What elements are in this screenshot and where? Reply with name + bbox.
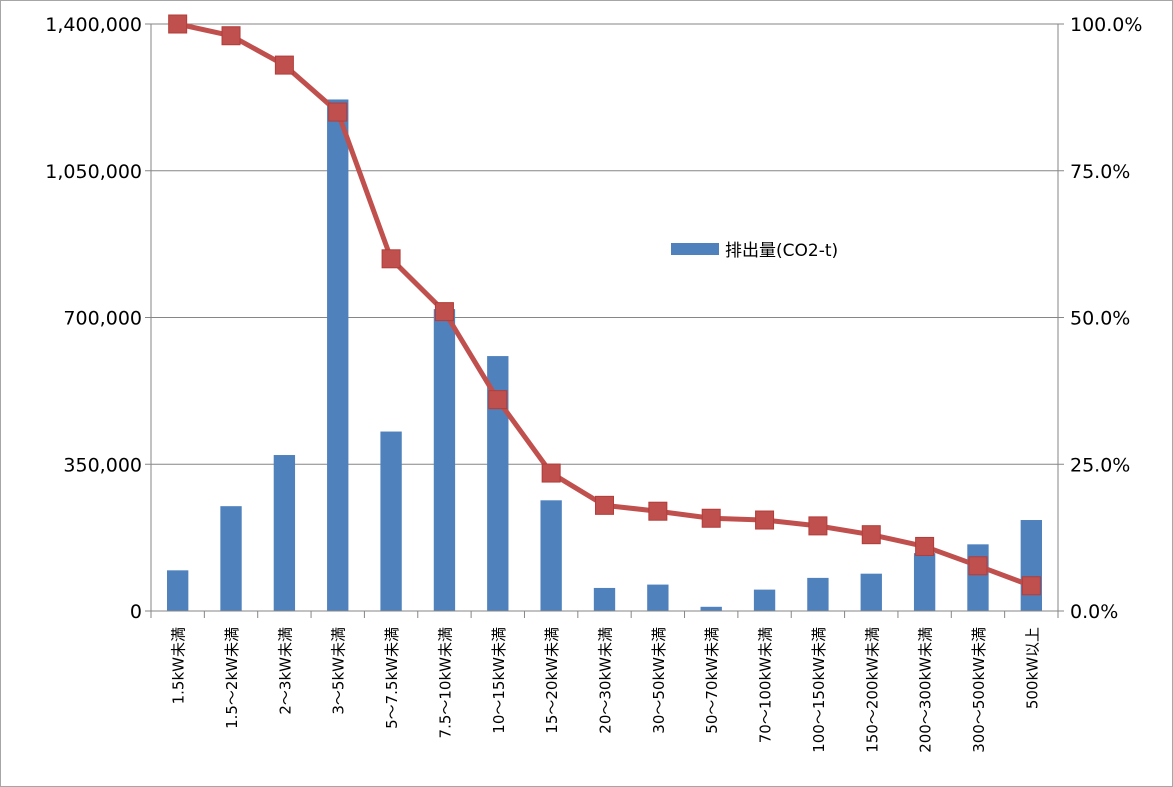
- x-tick-label: 70〜100kW未満: [757, 627, 775, 743]
- line-series: [168, 14, 1041, 596]
- x-tick-label: 300〜500kW未満: [970, 627, 988, 753]
- left-tick-label: 0: [130, 601, 142, 623]
- gridlines: [151, 23, 1058, 465]
- x-tick-label: 30〜50kW未満: [650, 627, 668, 734]
- bar: [167, 570, 189, 611]
- right-tick-label: 25.0%: [1070, 454, 1130, 476]
- bar: [540, 500, 562, 611]
- line-marker: [755, 510, 775, 530]
- line-marker: [861, 525, 881, 545]
- x-tick-label: 100〜150kW未満: [810, 627, 828, 753]
- line-marker: [701, 508, 721, 528]
- bar: [967, 544, 989, 611]
- legend: 排出量(CO2-t): [671, 241, 838, 261]
- line-marker: [488, 390, 508, 410]
- bar: [220, 506, 242, 611]
- line-marker: [1021, 576, 1041, 596]
- x-tick-label: 200〜300kW未満: [917, 627, 935, 753]
- bar: [647, 584, 669, 611]
- right-tick-label: 50.0%: [1070, 308, 1130, 330]
- bar: [1020, 520, 1042, 611]
- line-marker: [434, 302, 454, 322]
- x-tick-label: 7.5〜10kW未満: [436, 627, 454, 738]
- x-tick-label: 5〜7.5kW未満: [383, 627, 401, 729]
- bar: [807, 577, 829, 611]
- line-marker: [274, 55, 294, 75]
- left-tick-label: 700,000: [63, 308, 142, 330]
- bar: [273, 455, 296, 611]
- line-marker: [648, 501, 668, 521]
- x-tick-label: 20〜30kW未満: [597, 627, 615, 734]
- x-tick-label: 50〜70kW未満: [703, 627, 721, 734]
- bar: [860, 573, 882, 611]
- bar-series: [167, 99, 1042, 611]
- bar: [380, 431, 402, 611]
- bar: [593, 587, 616, 611]
- x-tick-label: 2〜3kW未満: [276, 627, 294, 715]
- bar: [753, 589, 776, 611]
- axes: 0 0.0% 350,000 25.0% 700,000 50.0% 1,050,000 75…: [45, 14, 1142, 753]
- x-tick-label: 10〜15kW未満: [490, 627, 508, 734]
- bar: [327, 99, 349, 611]
- x-tick-label: 150〜200kW未満: [863, 627, 881, 753]
- bar: [433, 309, 456, 611]
- x-tick-label: 500kW以上: [1023, 627, 1041, 709]
- line-marker: [221, 26, 241, 46]
- left-tick-label: 1,400,000: [45, 14, 142, 36]
- right-tick-label: 75.0%: [1070, 161, 1130, 183]
- left-tick-label: 350,000: [63, 454, 142, 476]
- bar: [913, 553, 936, 611]
- right-tick-label: 0.0%: [1070, 601, 1118, 623]
- x-tick-label: 1.5kW未満: [170, 627, 188, 704]
- line-marker: [168, 14, 188, 34]
- right-tick-label: 100.0%: [1070, 14, 1142, 36]
- bar: [700, 606, 722, 611]
- line-marker: [381, 249, 401, 269]
- x-tick-label: 15〜20kW未満: [543, 627, 561, 734]
- x-tick-label: 3〜5kW未満: [330, 627, 348, 715]
- legend-swatch: [671, 243, 719, 255]
- line-marker: [968, 556, 988, 576]
- line-marker: [541, 463, 561, 483]
- line-marker: [328, 102, 348, 122]
- line-marker: [595, 495, 614, 515]
- x-tick-label: 1.5〜2kW未満: [223, 627, 241, 729]
- bar: [487, 356, 509, 611]
- left-tick-label: 1,050,000: [45, 161, 142, 183]
- line-marker: [915, 536, 935, 556]
- line-marker: [808, 516, 828, 536]
- legend-label: 排出量(CO2-t): [725, 241, 838, 261]
